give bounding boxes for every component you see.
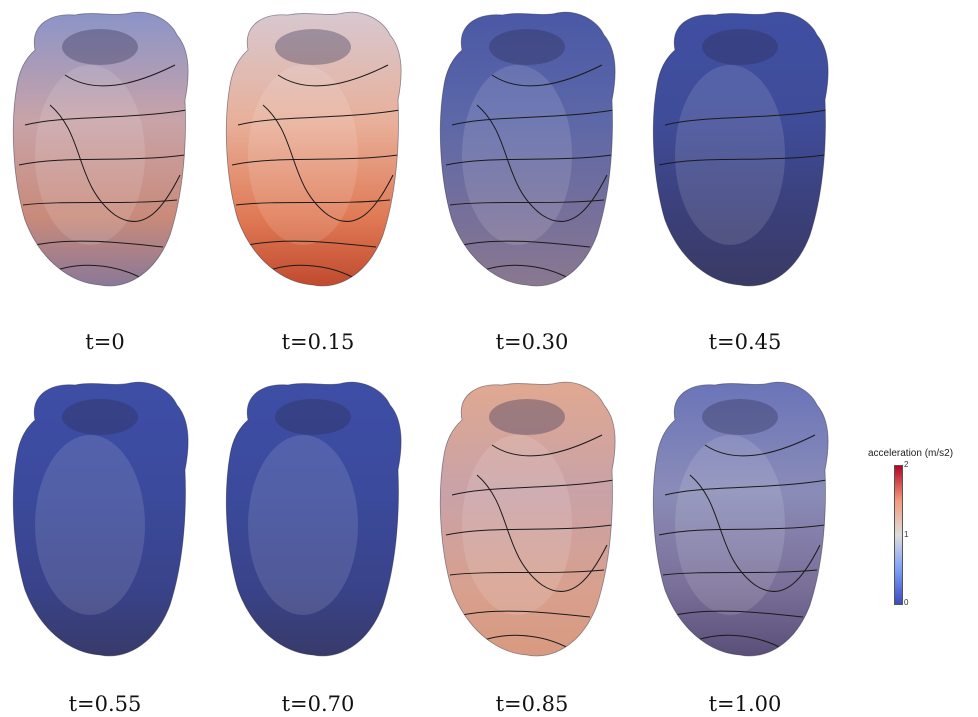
contour-line [664,479,828,496]
heart-outline [12,381,189,657]
heart-outline [225,381,402,657]
contour-line [476,474,608,592]
surface-highlight [248,435,358,615]
contour-line [461,240,591,248]
heart-panel-3 [432,5,632,305]
time-label-5: t=0.55 [68,692,142,716]
contour-line [664,109,828,126]
heart-body [653,382,829,656]
legend-title: acceleration (m/s2) [868,448,954,459]
contour-line [235,199,391,206]
heart-surface-3 [439,11,616,287]
contour-line [237,109,401,126]
valve-opening [489,399,565,435]
contour-line [476,104,608,222]
valve-opening [702,399,778,435]
contour-line [461,610,591,618]
contour-line [247,240,377,248]
surface-highlight [462,435,572,615]
heart-surface-7 [439,381,616,657]
time-label-4: t=0.45 [708,330,782,354]
heart-surface-6 [225,381,402,657]
heart-panel-2 [218,5,418,305]
surface-highlight [35,65,145,245]
contour-line [491,434,603,457]
heart-panel-5 [5,375,205,675]
contour-line [658,154,826,166]
heart-outline [652,381,829,657]
heart-panel-7 [432,375,632,675]
valve-opening [489,29,565,65]
time-label-1: t=0 [85,330,125,354]
heart-panel-4 [645,5,845,305]
valve-opening [275,399,351,435]
contour-line [445,524,613,536]
contour-line [277,64,389,87]
contour-line [451,479,615,496]
heart-outline [439,381,616,657]
valve-opening [275,29,351,65]
heart-panel-6 [218,375,418,675]
legend-tick-max: 2 [904,460,909,469]
contour-line [449,199,605,206]
contour-line [445,154,613,166]
heart-outline [652,11,829,287]
contour-line [689,474,821,592]
heart-surface-8 [652,381,829,657]
time-label-7: t=0.85 [495,692,569,716]
contour-line [64,64,176,87]
time-label-2: t=0.15 [281,330,355,354]
heart-surface-4 [652,11,829,287]
contour-line [449,569,605,576]
time-label-6: t=0.70 [281,692,355,716]
heart-outline [12,11,189,287]
heart-body [653,12,829,286]
heart-body [440,382,616,656]
colorbar-legend: acceleration (m/s2) 2 1 0 [868,448,978,618]
contour-line [49,104,181,222]
heart-surface-1 [12,11,189,287]
colorbar [894,465,903,605]
contour-line [34,240,164,248]
contour-line [451,109,615,126]
contour-line [662,569,818,576]
contour-line [658,524,826,536]
valve-opening [702,29,778,65]
contour-line [231,154,399,166]
heart-outline [225,11,402,287]
heart-panel-8 [645,375,845,675]
heart-surface-5 [12,381,189,657]
heart-body [13,12,189,286]
heart-body [440,12,616,286]
legend-tick-min: 0 [904,598,909,607]
valve-opening [62,29,138,65]
time-label-8: t=1.00 [708,692,782,716]
heart-body [226,382,402,656]
surface-highlight [675,65,785,245]
contour-line [262,104,394,222]
contour-line [704,434,816,457]
heart-body [13,382,189,656]
contour-line [674,610,804,618]
time-label-3: t=0.30 [495,330,569,354]
contour-line [18,154,186,166]
heart-surface-2 [225,11,402,287]
heart-panel-1 [5,5,205,305]
valve-opening [62,399,138,435]
contour-line [491,64,603,87]
surface-highlight [35,435,145,615]
contour-line [24,109,188,126]
surface-highlight [675,435,785,615]
legend-tick-mid: 1 [904,530,909,539]
surface-highlight [462,65,572,245]
heart-outline [439,11,616,287]
heart-body [226,12,402,286]
surface-highlight [248,65,358,245]
contour-line [22,199,178,206]
